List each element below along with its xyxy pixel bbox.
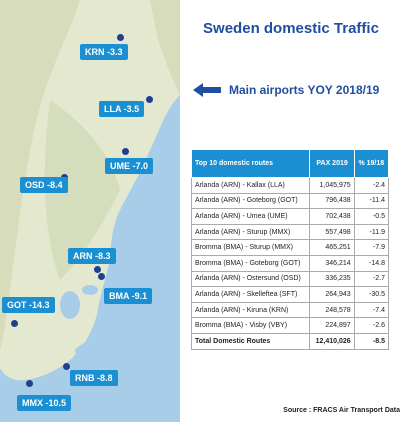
pct-cell: -11.9: [353, 223, 390, 241]
source-note: Source : FRACS Air Transport Data: [283, 407, 400, 414]
header-pct: % 19/18: [353, 149, 390, 178]
airport-dot-lla: [146, 96, 153, 103]
airport-dot-rnb: [63, 363, 70, 370]
pax-cell: 346,214: [309, 254, 355, 272]
airport-badge-arn: ARN -8.3: [68, 248, 116, 264]
pax-cell: 264,943: [309, 286, 355, 303]
table-row: Bromma (BMA) - Visby (VBY) 224,897 -2.6: [190, 317, 390, 334]
airport-badge-lla: LLA -3.5: [99, 101, 145, 117]
airport-badge-got: GOT -14.3: [2, 297, 55, 313]
route-cell: Bromma (BMA) - Sturup (MMX): [190, 239, 311, 256]
subtitle: Main airports YOY 2018/19: [229, 83, 380, 97]
sweden-map: [0, 0, 180, 422]
pct-cell: -0.5: [353, 208, 390, 225]
table-row: Arlanda (ARN) - Sturup (MMX) 557,498 -11.9: [190, 223, 390, 241]
airport-badge-rnb: RNB -8.8: [70, 370, 118, 386]
route-cell: Arlanda (ARN) - Kiruna (KRN): [190, 301, 311, 319]
pax-cell: 336,235: [309, 270, 355, 288]
pax-cell: 702,438: [309, 208, 355, 225]
table-header-row: Top 10 domestic routes PAX 2019 % 19/18: [190, 149, 390, 178]
route-cell: Arlanda (ARN) - Sturup (MMX): [190, 223, 311, 241]
pct-cell: -14.8: [353, 254, 390, 272]
map-illustration: [0, 0, 180, 422]
arrow-left-icon: [193, 83, 221, 97]
header-pax: PAX 2019: [309, 149, 355, 178]
pct-cell: -7.4: [353, 301, 390, 319]
airport-badge-osd: OSD -8.4: [20, 177, 68, 193]
pax-cell: 224,897: [309, 317, 355, 334]
pct-cell: -2.7: [353, 270, 390, 288]
route-cell: Arlanda (ARN) - Ostersund (OSD): [190, 270, 311, 288]
route-cell: Arlanda (ARN) - Umea (UME): [190, 208, 311, 225]
pct-cell: -2.6: [353, 317, 390, 334]
table-row: Bromma (BMA) - Sturup (MMX) 465,251 -7.9: [190, 239, 390, 256]
pct-cell: -30.5: [353, 286, 390, 303]
table-row: Arlanda (ARN) - Kiruna (KRN) 248,578 -7.4: [190, 301, 390, 319]
pct-cell: -7.9: [353, 239, 390, 256]
airport-dot-arn: [94, 266, 101, 273]
airport-dot-krn: [117, 34, 124, 41]
route-cell: Arlanda (ARN) - Goteborg (GOT): [190, 192, 311, 210]
pct-cell: -11.4: [353, 192, 390, 210]
airport-dot-got: [11, 320, 18, 327]
airport-badge-ume: UME -7.0: [105, 158, 154, 174]
pax-cell: 1,045,975: [309, 177, 355, 194]
pct-cell: -2.4: [353, 177, 390, 194]
airport-dot-mmx: [26, 380, 33, 387]
airport-badge-mmx: MMX -10.5: [17, 395, 72, 411]
route-cell: Arlanda (ARN) - Skelleftea (SFT): [190, 286, 311, 303]
pax-cell: 796,438: [309, 192, 355, 210]
table-row: Arlanda (ARN) - Ostersund (OSD) 336,235 -2…: [190, 270, 390, 288]
pax-cell: 557,498: [309, 223, 355, 241]
airport-badge-krn: KRN -3.3: [80, 44, 128, 60]
routes-table: Top 10 domestic routes PAX 2019 % 19/18 …: [190, 149, 390, 350]
table-row: Arlanda (ARN) - Skelleftea (SFT) 264,943-…: [190, 286, 390, 303]
route-cell: Bromma (BMA) - Goteborg (GOT): [190, 254, 311, 272]
pax-cell: 465,251: [309, 239, 355, 256]
table-total-row: Total Domestic Routes 12,410,026 -8.5: [190, 332, 390, 350]
table-row: Arlanda (ARN) - Kallax (LLA) 1,045,975 -2.…: [190, 177, 390, 194]
airport-dot-bma: [98, 273, 105, 280]
table-row: Arlanda (ARN) - Umea (UME) 702,438 -0.5: [190, 208, 390, 225]
airport-dot-ume: [122, 148, 129, 155]
page-title: Sweden domestic Traffic: [203, 20, 379, 37]
airport-badge-bma: BMA -9.1: [104, 288, 153, 304]
total-label: Total Domestic Routes: [190, 332, 311, 350]
subtitle-row: Main airports YOY 2018/19: [193, 83, 379, 97]
total-pax: 12,410,026: [309, 332, 355, 350]
route-cell: Bromma (BMA) - Visby (VBY): [190, 317, 311, 334]
table-row: Bromma (BMA) - Goteborg (GOT) 346,214 -14.…: [190, 254, 390, 272]
header-routes: Top 10 domestic routes: [190, 149, 311, 178]
table-body: Arlanda (ARN) - Kallax (LLA) 1,045,975 -2.…: [190, 177, 390, 350]
table-row: Arlanda (ARN) - Goteborg (GOT) 796,438 -11…: [190, 192, 390, 210]
pax-cell: 248,578: [309, 301, 355, 319]
total-pct: -8.5: [353, 332, 390, 350]
route-cell: Arlanda (ARN) - Kallax (LLA): [190, 177, 311, 194]
